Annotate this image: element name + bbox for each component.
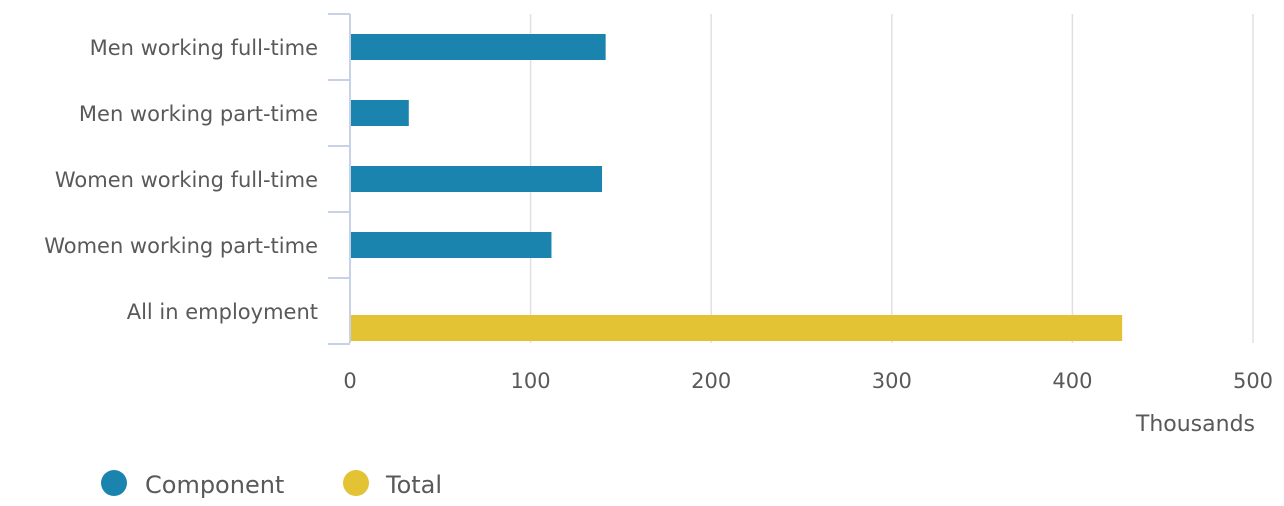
x-tick-label-4: 400 — [1052, 369, 1092, 393]
category-label-4: All in employment — [127, 300, 318, 324]
category-label-2: Women working full-time — [55, 168, 318, 192]
category-label-3: Women working part-time — [44, 234, 318, 258]
x-axis-title: Thousands — [1135, 412, 1255, 437]
category-label-0: Men working full-time — [90, 36, 318, 60]
x-tick-label-0: 0 — [343, 369, 356, 393]
legend-marker-component — [101, 470, 127, 496]
bar-3 — [351, 232, 552, 258]
category-label-1: Men working part-time — [79, 102, 318, 126]
x-tick-label-3: 300 — [872, 369, 912, 393]
bar-1 — [351, 100, 409, 126]
legend-label-total: Total — [385, 471, 442, 499]
legend-label-component: Component — [145, 471, 284, 499]
x-tick-label-1: 100 — [511, 369, 551, 393]
x-tick-label-2: 200 — [691, 369, 731, 393]
legend-item-component: Component — [101, 470, 284, 499]
bar-2 — [351, 166, 603, 192]
x-tick-label-5: 500 — [1233, 369, 1273, 393]
legend-item-total: Total — [343, 470, 442, 499]
legend-marker-total — [343, 470, 369, 496]
bar-0 — [351, 34, 606, 60]
bar-4 — [351, 315, 1123, 341]
